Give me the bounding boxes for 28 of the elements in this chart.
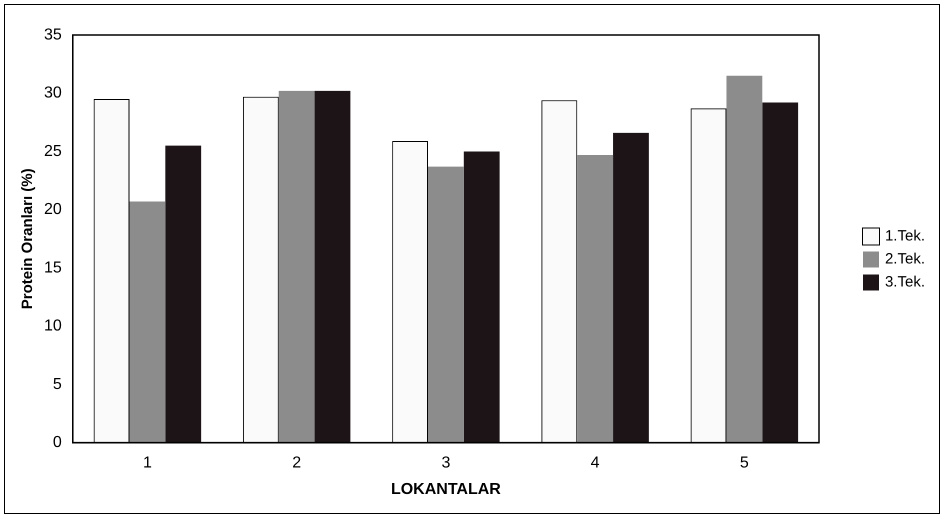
x-axis-title: LOKANTALAR: [390, 480, 502, 498]
x-tick-label: 2: [292, 454, 302, 472]
bar: [577, 154, 614, 443]
bar: [314, 90, 350, 443]
bar: [726, 76, 762, 443]
y-tick-label: 15: [44, 259, 62, 276]
legend-label: 3.Tek.: [884, 274, 925, 290]
x-tick-label: 4: [590, 454, 600, 472]
bar: [464, 151, 500, 443]
x-tick-label: 1: [142, 454, 152, 472]
bar: [278, 90, 315, 443]
y-tick-label: 10: [44, 318, 62, 335]
y-tick-label: 0: [52, 434, 62, 452]
bar: [130, 202, 166, 443]
y-tick-label: 30: [44, 84, 62, 102]
legend-label: 2.Tek.: [884, 250, 925, 268]
x-tick-label: 5: [740, 454, 749, 472]
x-tick-label: 3: [441, 454, 450, 472]
bar: [428, 166, 464, 443]
legend-label: 1.Tek.: [884, 228, 925, 244]
y-axis-title: Protein Oranları (%): [19, 168, 36, 310]
bar: [613, 132, 649, 443]
y-tick-label: 5: [52, 376, 62, 393]
y-tick-label: 20: [44, 201, 62, 218]
y-tick-label: 35: [44, 26, 62, 44]
bar: [762, 102, 798, 443]
bar: [165, 146, 202, 443]
y-tick-label: 25: [44, 142, 62, 160]
